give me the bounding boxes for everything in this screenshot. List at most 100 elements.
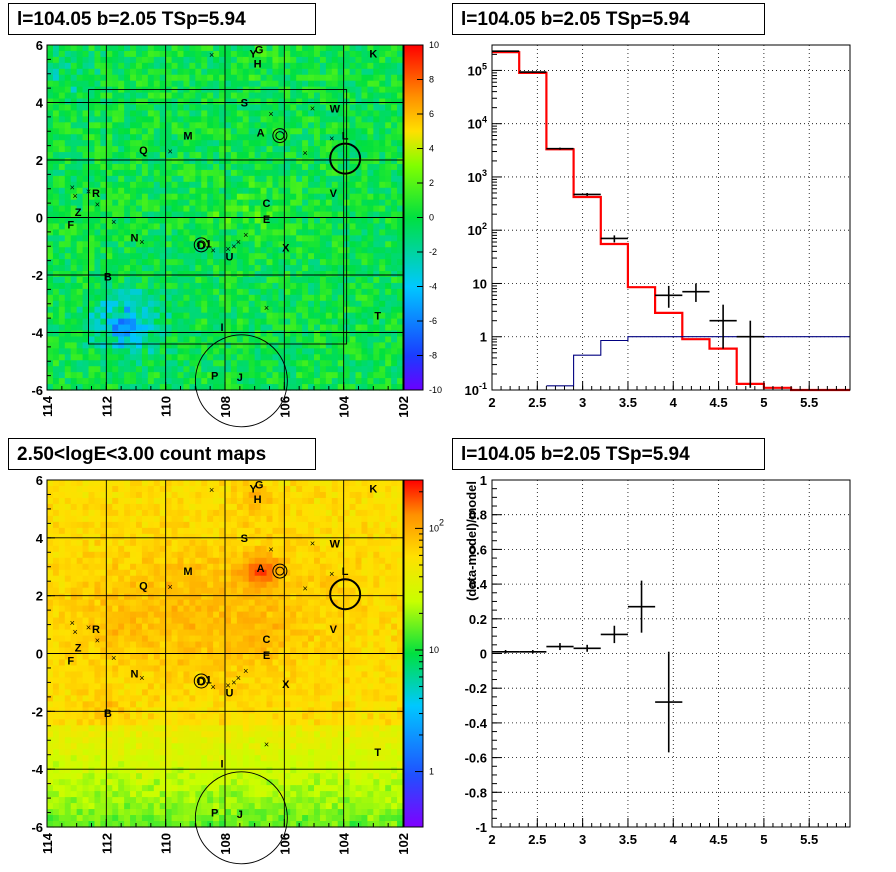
map-pixel <box>88 288 96 296</box>
map-pixel <box>118 725 125 732</box>
map-pixel <box>70 557 78 565</box>
map-pixel <box>76 635 84 643</box>
map-pixel <box>136 731 143 738</box>
map-pixel <box>136 659 143 667</box>
y-tick-label: 10-1 <box>465 381 487 398</box>
map-pixel <box>147 276 155 284</box>
map-pixel <box>165 318 173 326</box>
source-marker: × <box>209 50 214 60</box>
map-pixel <box>219 134 226 141</box>
map-pixel <box>331 330 339 338</box>
map-pixel <box>153 80 161 88</box>
map-pixel <box>248 110 256 117</box>
map-pixel <box>76 743 84 750</box>
map-pixel <box>124 324 131 332</box>
map-pixel <box>225 342 232 349</box>
map-pixel <box>171 45 179 52</box>
map-pixel <box>171 152 179 159</box>
map-pixel <box>147 348 155 355</box>
map-pixel <box>100 509 107 517</box>
map-pixel <box>58 569 66 577</box>
map-pixel <box>130 271 137 278</box>
map-pixel <box>47 677 54 685</box>
map-pixel <box>230 193 238 201</box>
map-pixel <box>100 271 107 278</box>
map-pixel <box>183 163 190 171</box>
map-pixel <box>100 797 107 804</box>
map-pixel <box>82 695 90 702</box>
map-pixel <box>124 803 131 810</box>
map-pixel <box>361 282 368 290</box>
map-pixel <box>130 563 137 571</box>
map-pixel <box>248 378 256 385</box>
map-pixel <box>124 300 131 308</box>
map-pixel <box>94 503 101 511</box>
map-pixel <box>254 241 262 248</box>
map-pixel <box>343 342 351 349</box>
map-pixel <box>302 122 309 129</box>
map-pixel <box>337 229 345 236</box>
map-pixel <box>76 533 84 541</box>
map-pixel <box>118 803 125 810</box>
map-pixel <box>106 611 113 619</box>
map-pixel <box>236 235 244 242</box>
map-pixel <box>88 521 96 529</box>
map-pixel <box>94 575 101 583</box>
map-pixel <box>70 152 78 159</box>
map-pixel <box>130 92 137 100</box>
map-pixel <box>136 74 143 82</box>
map-pixel <box>361 360 368 367</box>
map-pixel <box>171 378 179 385</box>
map-pixel <box>159 593 167 601</box>
map-pixel <box>337 312 345 320</box>
map-pixel <box>355 318 363 326</box>
map-pixel <box>319 104 327 112</box>
map-pixel <box>272 110 279 117</box>
map-pixel <box>94 312 101 320</box>
map-pixel <box>207 187 214 195</box>
map-pixel <box>47 80 54 88</box>
map-pixel <box>296 187 303 195</box>
source-marker: × <box>95 200 100 210</box>
source-marker: × <box>231 241 236 251</box>
map-pixel <box>177 348 185 355</box>
map-pixel <box>296 366 303 373</box>
map-pixel <box>118 187 125 195</box>
map-pixel <box>112 152 119 159</box>
map-pixel <box>130 779 137 786</box>
map-pixel <box>130 175 137 183</box>
map-pixel <box>124 217 131 225</box>
map-pixel <box>290 68 297 76</box>
map-pixel <box>219 247 226 254</box>
map-pixel <box>47 545 54 553</box>
map-pixel <box>183 282 190 290</box>
map-pixel <box>88 372 96 379</box>
y-tick-label: -6 <box>31 383 43 398</box>
map-pixel <box>379 384 386 391</box>
map-pixel <box>385 223 392 230</box>
map-pixel <box>124 617 131 625</box>
map-pixel <box>159 205 167 213</box>
map-pixel <box>219 294 226 302</box>
map-pixel <box>379 68 386 76</box>
map-pixel <box>355 187 363 195</box>
map-pixel <box>183 259 190 266</box>
map-pixel <box>153 342 161 349</box>
map-pixel <box>302 92 309 100</box>
map-pixel <box>118 193 125 201</box>
map-pixel <box>272 140 279 147</box>
map-pixel <box>94 110 101 117</box>
map-pixel <box>159 635 167 643</box>
map-pixel <box>118 312 125 320</box>
map-pixel <box>230 318 238 326</box>
map-pixel <box>47 134 54 141</box>
map-pixel <box>159 821 167 828</box>
map-pixel <box>141 485 149 493</box>
map-pixel <box>379 181 386 189</box>
map-pixel <box>278 122 285 129</box>
map-pixel <box>373 163 380 171</box>
map-pixel <box>106 211 113 219</box>
map-pixel <box>118 587 125 595</box>
map-pixel <box>314 211 321 219</box>
map-pixel <box>331 146 339 153</box>
